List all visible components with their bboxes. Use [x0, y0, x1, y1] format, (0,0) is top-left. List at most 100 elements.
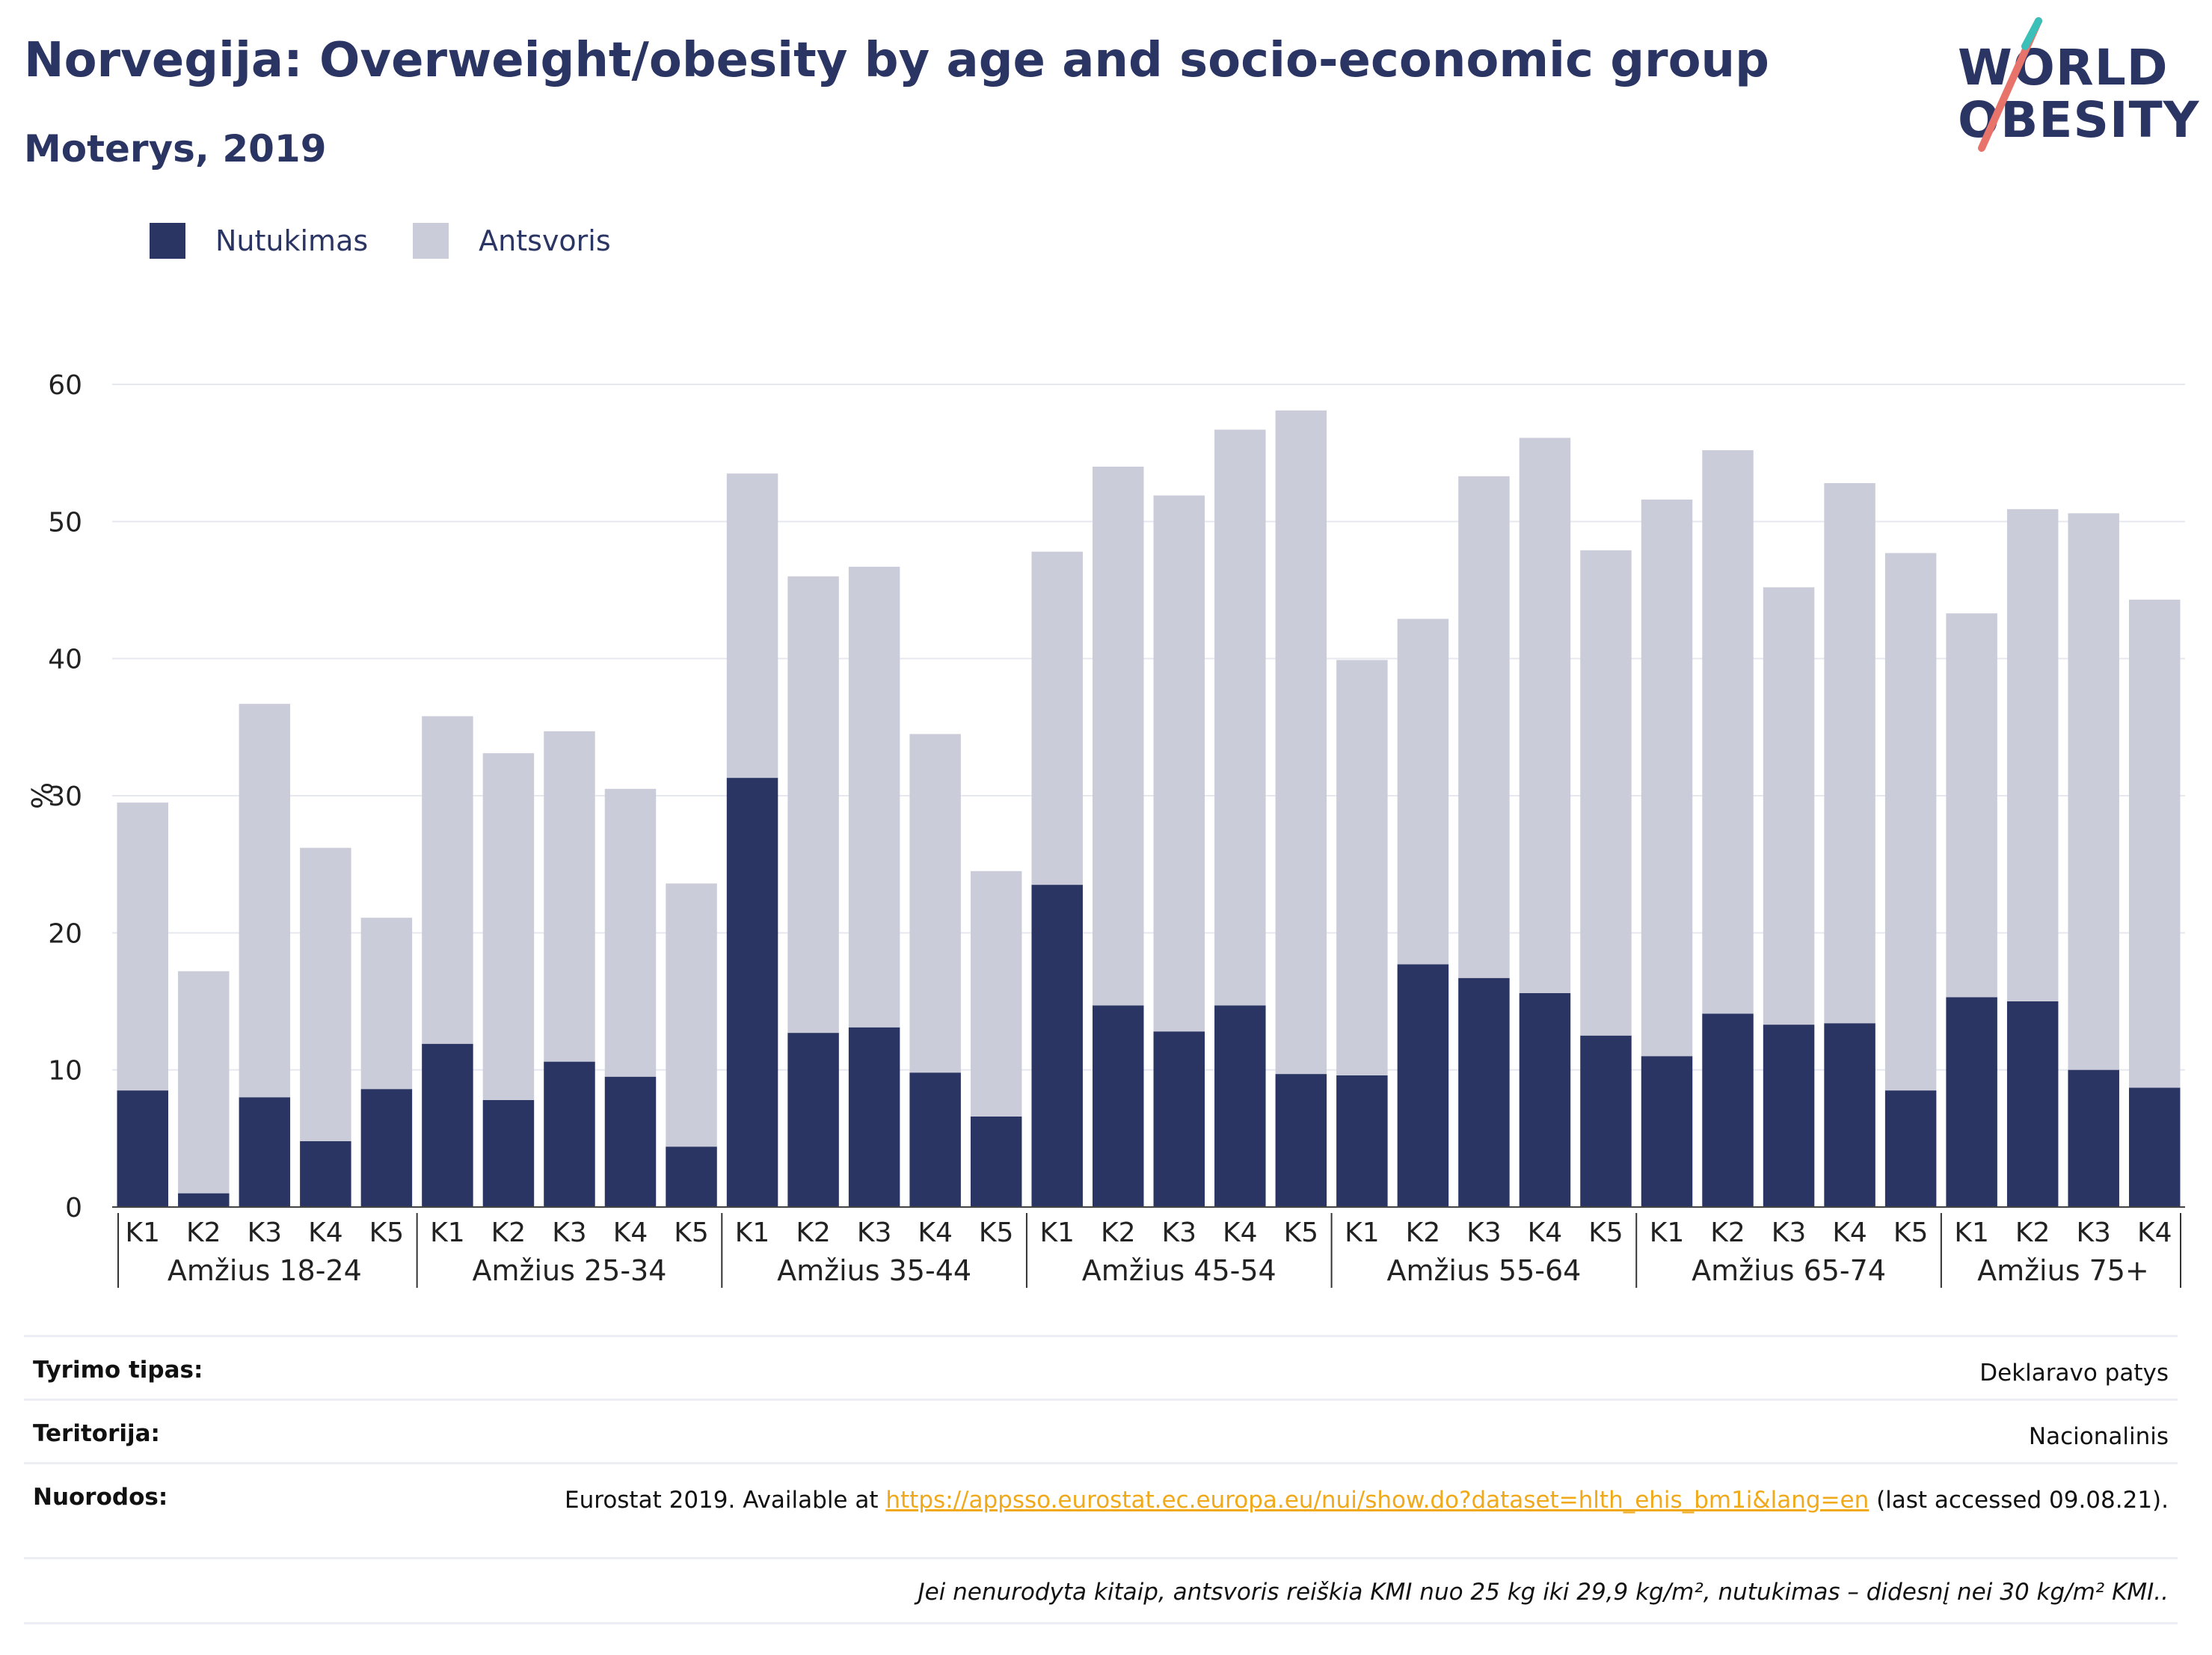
- bar-overweight: [1519, 437, 1571, 993]
- bar-obesity: [1336, 1075, 1388, 1207]
- bar-overweight: [1763, 587, 1815, 1025]
- legend-label-obesity: Nutukimas: [215, 224, 369, 257]
- group-label: Amžius 45-54: [1082, 1254, 1276, 1287]
- x-tick-label: K2: [1101, 1218, 1136, 1248]
- bar-overweight: [666, 883, 717, 1147]
- bar-overweight: [1214, 429, 1266, 1006]
- bar-obesity: [544, 1061, 595, 1207]
- bar-obesity: [360, 1089, 413, 1207]
- bar-overweight: [726, 473, 778, 779]
- bar-obesity: [909, 1072, 961, 1207]
- group-label: Amžius 65-74: [1692, 1254, 1886, 1287]
- bar-obesity: [1397, 964, 1449, 1207]
- y-axis-label: %: [26, 782, 59, 809]
- bar-obesity: [1580, 1035, 1632, 1207]
- chart-subtitle: Moterys, 2019: [24, 127, 327, 171]
- bar-overweight: [422, 716, 473, 1044]
- definition-note: Jei nenurodyta kitaip, antsvoris reiškia…: [918, 1579, 2169, 1606]
- x-tick-label: K4: [613, 1218, 648, 1248]
- bar-overweight: [2068, 513, 2119, 1070]
- bar-obesity: [848, 1027, 900, 1207]
- bar-obesity: [1519, 993, 1571, 1207]
- bar-overweight: [1275, 410, 1327, 1075]
- bar-obesity: [1092, 1005, 1144, 1207]
- bar-overweight: [1946, 613, 1997, 998]
- group-label: Amžius 35-44: [777, 1254, 971, 1287]
- logo-slash-icon: [1978, 17, 2042, 152]
- bar-obesity: [726, 778, 778, 1207]
- x-tick-label: K3: [1466, 1218, 1502, 1248]
- x-tick-label: K1: [1345, 1218, 1380, 1248]
- references-suffix: (last accessed 09.08.21).: [1869, 1487, 2169, 1514]
- bar-overweight: [300, 847, 351, 1141]
- bar-obesity: [1031, 885, 1083, 1207]
- bar-overweight: [2006, 509, 2059, 1001]
- group-label: Amžius 25-34: [473, 1254, 667, 1287]
- bar-overweight: [239, 704, 291, 1098]
- x-tick-label: K1: [1039, 1218, 1075, 1248]
- stacked-bar-chart: 0 10 20 30 40 50 60% K1 K2 K3 K4 K5 K1 K2 K3 K4 K5 K1 K2 K3…: [26, 370, 2185, 1288]
- x-tick-label: K5: [1284, 1218, 1319, 1248]
- bar-overweight: [1641, 500, 1693, 1057]
- bar-obesity: [117, 1090, 169, 1207]
- bar-overweight: [2128, 599, 2181, 1088]
- group-label: Amžius 75+: [1977, 1254, 2149, 1287]
- legend-item-overweight: Antsvoris: [413, 223, 611, 259]
- bar-obesity: [2068, 1069, 2119, 1207]
- territory-value: Nacionalinis: [2028, 1423, 2169, 1450]
- x-tick-label: K4: [1223, 1218, 1258, 1248]
- references-value: Eurostat 2019. Available at https://apps…: [565, 1484, 2169, 1557]
- bar-overweight: [1458, 476, 1510, 978]
- x-tick-label: K4: [918, 1218, 953, 1248]
- bar-overweight: [909, 734, 961, 1073]
- y-tick-label: 10: [48, 1056, 82, 1087]
- references-label: Nuorodos:: [33, 1484, 168, 1511]
- x-tick-label: K3: [248, 1218, 283, 1248]
- x-tick-label: K5: [674, 1218, 709, 1248]
- x-tick-label: K3: [2076, 1218, 2111, 1248]
- legend: Nutukimas Antsvoris: [150, 223, 656, 259]
- bar-overweight: [787, 576, 839, 1034]
- x-tick-label: K5: [369, 1218, 405, 1248]
- footer-bottom-rule: [24, 1622, 2178, 1651]
- group-label: Amžius 55-64: [1386, 1254, 1581, 1287]
- x-tick-label: K1: [735, 1218, 770, 1248]
- legend-label-overweight: Antsvoris: [479, 224, 611, 257]
- territory-label: Teritorija:: [33, 1420, 160, 1447]
- bar-overweight: [1580, 550, 1632, 1036]
- logo-word-1: WORLD: [1958, 39, 2169, 96]
- x-tick-label: K2: [186, 1218, 221, 1248]
- bar-overweight: [482, 753, 535, 1100]
- bar-overweight: [1336, 660, 1388, 1075]
- bar-obesity: [1946, 997, 1997, 1207]
- x-tick-label: K1: [1650, 1218, 1685, 1248]
- legend-swatch-obesity: [150, 223, 185, 259]
- x-tick-label: K5: [1588, 1218, 1623, 1248]
- legend-item-obesity: Nutukimas: [150, 223, 368, 259]
- bar-overweight: [360, 918, 413, 1090]
- bar-obesity: [1884, 1090, 1937, 1207]
- bar-overweight: [178, 971, 230, 1194]
- survey-type-value: Deklaravo patys: [1979, 1360, 2169, 1387]
- bar-overweight: [1824, 483, 1875, 1024]
- bar-obesity: [1458, 977, 1510, 1207]
- footer-row-territory: Teritorija: Nacionalinis: [24, 1398, 2178, 1462]
- references-prefix: Eurostat 2019. Available at: [565, 1487, 886, 1514]
- bar-overweight: [1153, 495, 1205, 1032]
- bar-obesity: [604, 1076, 657, 1207]
- bar-obesity: [970, 1117, 1022, 1207]
- x-tick-label: K3: [552, 1218, 587, 1248]
- footer-row-survey: Tyrimo tipas: Deklaravo patys: [24, 1335, 2178, 1398]
- footer-table: Tyrimo tipas: Deklaravo patys Teritorija…: [24, 1335, 2178, 1651]
- y-tick-label: 60: [48, 370, 82, 401]
- x-tick-label: K2: [1710, 1218, 1745, 1248]
- bar-overweight: [848, 566, 900, 1028]
- x-tick-label: K4: [1832, 1218, 1867, 1248]
- world-obesity-logo: WORLD OBESITY: [1944, 16, 2199, 159]
- bar-obesity: [300, 1141, 351, 1207]
- bar-overweight: [1884, 553, 1937, 1091]
- x-tick-label: K3: [1162, 1218, 1197, 1248]
- bar-overweight: [970, 871, 1022, 1117]
- bar-obesity: [178, 1193, 230, 1207]
- references-link[interactable]: https://appsso.eurostat.ec.europa.eu/nui…: [885, 1487, 1870, 1514]
